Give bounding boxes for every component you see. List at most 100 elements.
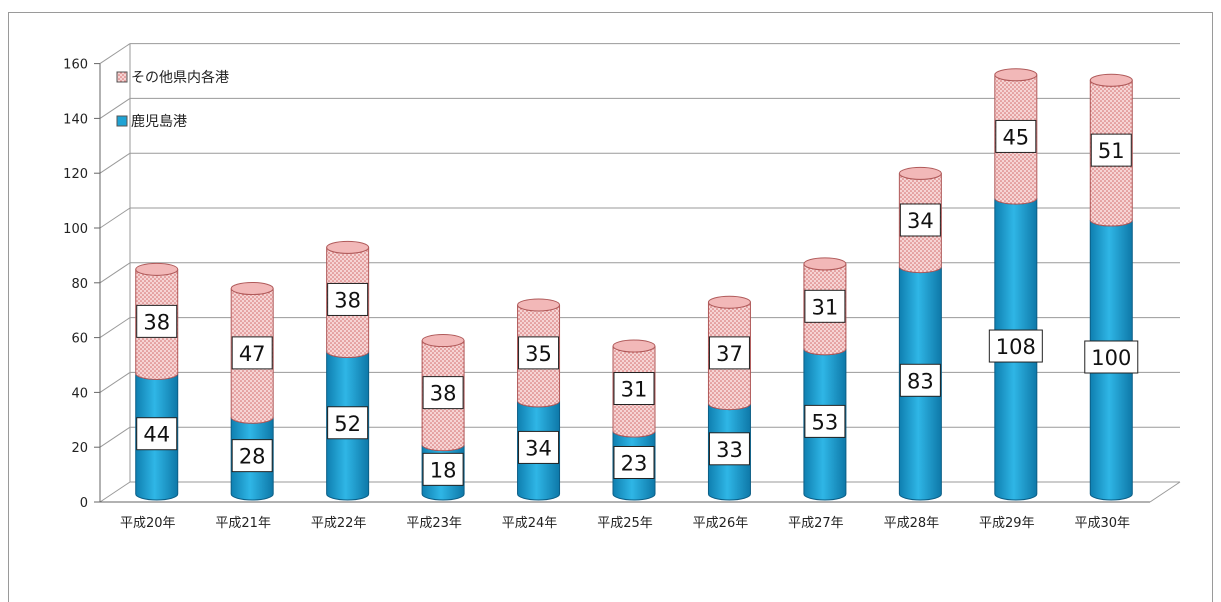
y-tick-label: 40 (71, 386, 88, 401)
data-label-other-ports: 38 (422, 376, 464, 410)
data-label-kagoshima: 23 (613, 445, 655, 479)
data-label-other-ports: 31 (804, 289, 846, 323)
data-label-kagoshima-text: 108 (996, 335, 1036, 359)
data-label-kagoshima-text: 53 (812, 410, 839, 434)
x-tick-labels: 平成20年 平成21年 平成22年 平成23年 平成24年 平成25年 平成26年 平成27年… (120, 516, 1130, 531)
data-label-kagoshima-box (231, 439, 273, 473)
bar-top-cap (898, 166, 942, 180)
data-label-other-ports-text: 38 (334, 288, 361, 312)
bar-group (517, 298, 561, 501)
data-label-other-ports-box (613, 372, 655, 406)
floor-edge (1149, 481, 1181, 503)
bar-group (707, 295, 751, 501)
data-label-kagoshima-box (518, 430, 560, 464)
bar-top-cap (612, 339, 656, 353)
bar-top-cap (517, 298, 561, 312)
data-label-other-ports: 38 (327, 282, 369, 316)
bar-top-cap (994, 68, 1038, 82)
bar-top-cap (707, 295, 751, 309)
gridline-diag (99, 152, 131, 174)
y-tick-label: 20 (71, 441, 88, 456)
data-label-other-ports-box (231, 336, 273, 370)
bars: 44 38 28 47 52 38 18 38 34 35 23 31 33 37 53 31 83 34 108 4… (135, 68, 1139, 501)
gridline-diag (99, 481, 131, 503)
data-label-kagoshima: 52 (327, 406, 369, 440)
data-label-other-ports-text: 31 (621, 378, 648, 402)
y-tick-label: 140 (63, 112, 88, 127)
data-label-other-ports: 51 (1090, 133, 1132, 167)
y-tick-label: 100 (63, 222, 88, 237)
bar-top-cap (326, 240, 370, 254)
gridline-diag (99, 262, 131, 284)
x-tick-label: 平成30年 (1074, 516, 1130, 531)
data-label-other-ports-text: 37 (716, 342, 743, 366)
gridline-diag (99, 371, 131, 393)
data-label-kagoshima-box (422, 452, 464, 486)
legend-swatch-kagoshima (116, 115, 128, 127)
legend-item-other-ports: その他県内各港 (116, 70, 229, 86)
data-label-other-ports-box (804, 289, 846, 323)
data-label-other-ports-box (136, 304, 178, 338)
gridline-diag (99, 317, 131, 339)
y-tick-label: 160 (63, 58, 88, 73)
data-label-kagoshima-box (988, 329, 1043, 363)
data-label-kagoshima-text: 52 (334, 412, 361, 436)
data-label-kagoshima-box (1084, 340, 1139, 374)
data-label-other-ports-box (899, 203, 941, 237)
x-tick-label: 平成20年 (120, 516, 176, 531)
data-label-other-ports-box (995, 119, 1037, 153)
data-label-kagoshima-text: 33 (716, 438, 743, 462)
data-label-kagoshima-text: 28 (239, 445, 266, 469)
data-label-kagoshima-box (613, 445, 655, 479)
chart-frame (8, 12, 1213, 602)
data-label-other-ports-text: 34 (907, 209, 934, 233)
data-label-other-ports-text: 35 (525, 342, 552, 366)
data-label-kagoshima-box (899, 363, 941, 397)
data-label-kagoshima-text: 23 (621, 451, 648, 475)
data-label-kagoshima: 44 (136, 417, 178, 451)
data-label-kagoshima: 53 (804, 404, 846, 438)
y-tick-label: 0 (80, 496, 88, 511)
data-label-kagoshima-text: 44 (143, 423, 170, 447)
data-label-kagoshima: 108 (988, 329, 1043, 363)
bar-top-cap (230, 282, 274, 295)
data-label-kagoshima-box (327, 406, 369, 440)
x-tick-label: 平成21年 (215, 516, 271, 531)
gridline-diag (99, 43, 131, 65)
legend-label-other-ports: その他県内各港 (131, 70, 229, 86)
gridline-diag (99, 97, 131, 119)
data-label-other-ports: 37 (708, 336, 750, 370)
data-label-other-ports: 31 (613, 372, 655, 406)
data-label-other-ports-box (1090, 133, 1132, 167)
data-label-other-ports: 45 (995, 119, 1037, 153)
data-label-other-ports-text: 38 (430, 382, 457, 406)
bar-group (135, 262, 179, 501)
data-label-other-ports: 38 (136, 304, 178, 338)
legend-swatch-other-ports (116, 71, 128, 83)
data-label-other-ports-text: 47 (239, 342, 266, 366)
y-tick-labels: 0 20 40 60 80 100 120 140 160 (63, 58, 88, 511)
x-tick-label: 平成23年 (406, 516, 462, 531)
bar-group (326, 240, 370, 501)
data-label-other-ports: 34 (899, 203, 941, 237)
data-label-kagoshima-box (804, 404, 846, 438)
data-label-other-ports-box (422, 376, 464, 410)
data-label-kagoshima-text: 34 (525, 436, 552, 460)
bar-top-cap (135, 262, 179, 276)
x-tick-label: 平成25年 (597, 516, 653, 531)
data-label-kagoshima-box (136, 417, 178, 451)
bar-top-cap (421, 334, 465, 348)
data-label-other-ports-text: 45 (1002, 125, 1029, 149)
x-tick-label: 平成22年 (311, 516, 367, 531)
data-label-kagoshima: 34 (518, 430, 560, 464)
x-tick-label: 平成29年 (979, 516, 1035, 531)
gridline-diag (99, 207, 131, 229)
y-tick-label: 60 (71, 332, 88, 347)
x-tick-label: 平成26年 (693, 516, 749, 531)
data-label-kagoshima-text: 100 (1091, 346, 1131, 370)
data-label-other-ports-box (327, 282, 369, 316)
gridline-diag (99, 426, 131, 448)
bar-top-cap (803, 257, 847, 271)
y-tick-label: 80 (71, 277, 88, 292)
data-label-kagoshima-box (708, 432, 750, 466)
